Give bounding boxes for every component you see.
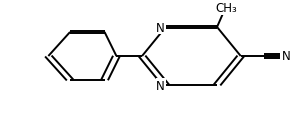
Text: CH₃: CH₃ <box>216 2 237 15</box>
Text: N: N <box>282 50 291 63</box>
Text: N: N <box>156 21 165 34</box>
Text: N: N <box>156 79 165 92</box>
